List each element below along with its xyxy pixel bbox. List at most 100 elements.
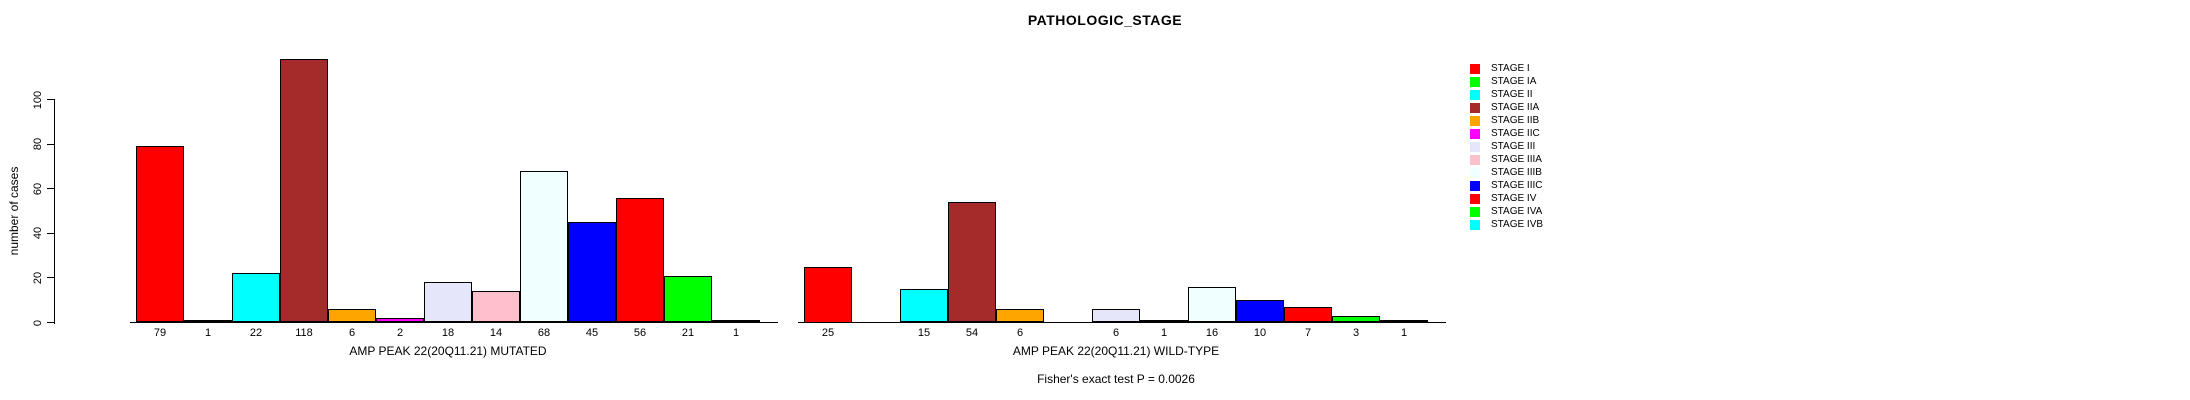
y-tick-label: 40 xyxy=(32,227,44,240)
bar xyxy=(1236,300,1284,323)
bar-value-label: 1 xyxy=(1160,327,1168,339)
legend-swatch-icon xyxy=(1470,219,1480,230)
legend-swatch-icon xyxy=(1470,128,1480,139)
bar-value-label: 10 xyxy=(1253,327,1267,339)
legend: STAGE I STAGE IA STAGE II STAGE IIA STAGE II… xyxy=(1470,62,1543,231)
y-tick xyxy=(47,322,55,323)
legend-item: STAGE III xyxy=(1470,140,1543,153)
legend-label: STAGE IIB xyxy=(1491,115,1540,126)
legend-item: STAGE IIC xyxy=(1470,127,1543,140)
legend-swatch-icon xyxy=(1470,141,1480,152)
legend-label: STAGE IIIC xyxy=(1491,180,1543,191)
x-axis-line xyxy=(798,322,1446,323)
legend-swatch-icon xyxy=(1470,206,1480,217)
fisher-test-note: Fisher's exact test P = 0.0026 xyxy=(1037,372,1195,386)
y-tick-label: 60 xyxy=(32,182,44,195)
bar xyxy=(328,309,376,323)
bar-value-label: 7 xyxy=(1304,327,1312,339)
legend-item: STAGE IIIA xyxy=(1470,153,1543,166)
y-tick xyxy=(47,277,55,279)
bar xyxy=(712,320,760,323)
legend-label: STAGE IVA xyxy=(1491,206,1543,217)
y-tick-label: 80 xyxy=(32,137,44,151)
bar xyxy=(472,291,520,323)
bar-value-label: 56 xyxy=(633,327,647,339)
bar xyxy=(804,266,852,323)
bar-value-label: 68 xyxy=(537,327,551,339)
bar xyxy=(616,197,664,323)
bar-value-label: 16 xyxy=(1205,327,1219,339)
bar-value-label: 79 xyxy=(153,327,167,339)
legend-item: STAGE II xyxy=(1470,88,1543,101)
y-tick xyxy=(47,232,55,234)
legend-swatch-icon xyxy=(1470,167,1480,178)
bar-value-label: 1 xyxy=(732,327,740,339)
bar-value-label: 118 xyxy=(295,327,313,339)
bar xyxy=(184,320,232,323)
legend-swatch-icon xyxy=(1470,193,1480,204)
bar-value-label: 54 xyxy=(965,327,979,339)
bar xyxy=(1332,315,1380,323)
bar xyxy=(568,222,616,323)
legend-item: STAGE IVB xyxy=(1470,218,1543,231)
bar-value-label: 6 xyxy=(1016,327,1024,339)
legend-label: STAGE III xyxy=(1491,141,1536,152)
bar-value-label: 6 xyxy=(1112,327,1120,339)
group-xlabel-wildtype: AMP PEAK 22(20Q11.21) WILD-TYPE xyxy=(1012,344,1220,358)
bar-value-label: 25 xyxy=(821,327,835,339)
legend-label: STAGE IIIB xyxy=(1491,167,1542,178)
bar-value-label: 2 xyxy=(396,327,404,339)
bar xyxy=(900,289,948,323)
bar xyxy=(424,282,472,323)
legend-item: STAGE IIB xyxy=(1470,114,1543,127)
group-xlabel-mutated: AMP PEAK 22(20Q11.21) MUTATED xyxy=(349,344,547,358)
bar xyxy=(376,318,424,323)
bar-value-label: 22 xyxy=(249,327,263,339)
y-axis-label: number of cases xyxy=(7,166,21,256)
bar-value-label: 1 xyxy=(1400,327,1408,339)
chart-title: PATHOLOGIC_STAGE xyxy=(1027,12,1183,28)
legend-item: STAGE IA xyxy=(1470,75,1543,88)
bar xyxy=(136,146,184,323)
legend-swatch-icon xyxy=(1470,180,1480,191)
legend-swatch-icon xyxy=(1470,115,1480,126)
x-axis-line xyxy=(130,322,778,323)
bar xyxy=(1140,320,1188,323)
bar-value-label: 18 xyxy=(441,327,455,339)
legend-swatch-icon xyxy=(1470,76,1480,87)
bar xyxy=(996,309,1044,323)
bar xyxy=(1092,309,1140,323)
legend-swatch-icon xyxy=(1470,102,1480,113)
bar xyxy=(280,59,328,323)
legend-item: STAGE IV xyxy=(1470,192,1543,205)
legend-label: STAGE IIA xyxy=(1491,102,1540,113)
bar-value-label: 14 xyxy=(489,327,503,339)
y-tick xyxy=(47,143,55,145)
legend-label: STAGE IIC xyxy=(1491,128,1540,139)
y-axis-line xyxy=(54,99,55,324)
legend-swatch-icon xyxy=(1470,63,1480,74)
legend-label: STAGE IVB xyxy=(1491,219,1544,230)
bar xyxy=(520,170,568,323)
legend-item: STAGE I xyxy=(1470,62,1543,75)
bar xyxy=(1188,286,1236,323)
bar-value-label: 21 xyxy=(681,327,695,339)
bar-value-label: 15 xyxy=(917,327,931,339)
y-tick xyxy=(47,99,55,100)
legend-item: STAGE IIIB xyxy=(1470,166,1543,179)
legend-item: STAGE IIA xyxy=(1470,101,1543,114)
bar-value-label: 3 xyxy=(1352,327,1360,339)
legend-item: STAGE IIIC xyxy=(1470,179,1543,192)
y-tick-label: 0 xyxy=(32,319,44,326)
legend-label: STAGE IIIA xyxy=(1491,154,1542,165)
legend-label: STAGE II xyxy=(1491,89,1533,100)
legend-label: STAGE I xyxy=(1491,63,1530,74)
bar xyxy=(664,275,712,323)
bar-value-label: 1 xyxy=(204,327,212,339)
legend-item: STAGE IVA xyxy=(1470,205,1543,218)
y-tick xyxy=(47,188,55,190)
legend-label: STAGE IA xyxy=(1491,76,1537,87)
bar xyxy=(1284,306,1332,323)
bar xyxy=(948,202,996,323)
